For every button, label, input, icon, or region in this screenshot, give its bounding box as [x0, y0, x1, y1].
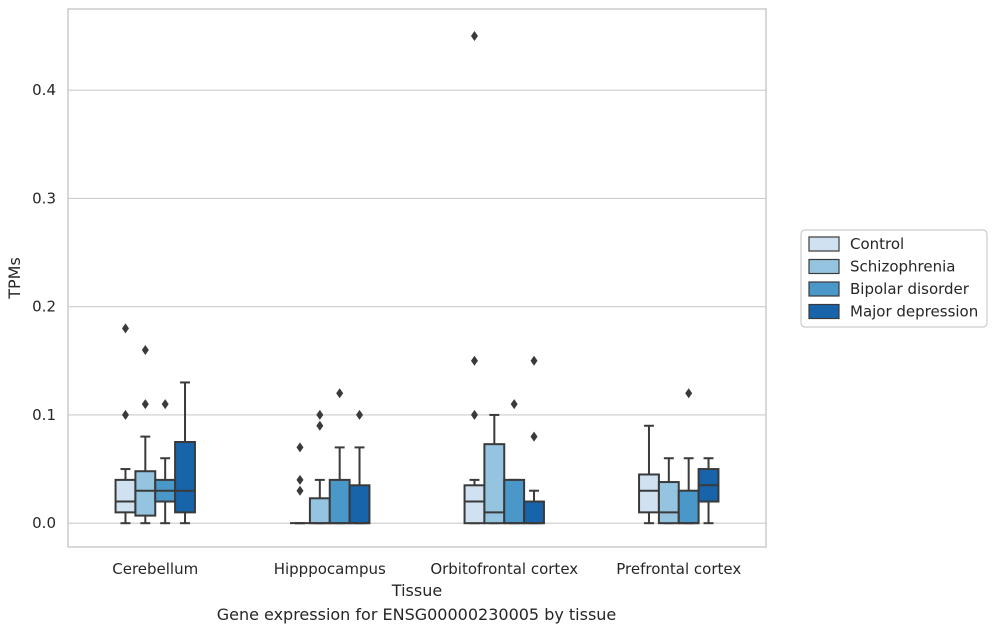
outlier-point — [470, 409, 478, 420]
legend-box — [800, 229, 988, 328]
outlier-point — [530, 355, 538, 366]
box — [638, 473, 660, 514]
outlier-point — [356, 409, 364, 420]
outlier-point — [316, 409, 324, 420]
box — [523, 500, 545, 525]
legend-label: Control — [850, 235, 904, 253]
x-tick-label: Cerebellum — [112, 560, 198, 578]
legend-swatch — [808, 303, 840, 320]
outlier-point — [685, 388, 693, 399]
y-tick-label: 0.4 — [32, 81, 56, 99]
outlier-point — [510, 399, 518, 410]
legend-label: Bipolar disorder — [850, 280, 970, 298]
box — [503, 478, 526, 525]
outlier-point — [470, 31, 478, 42]
legend-swatch — [808, 236, 840, 252]
legend-swatch — [808, 258, 840, 275]
y-tick-label: 0.3 — [32, 189, 56, 207]
y-axis-label: TPMs — [5, 257, 24, 300]
outlier-point — [296, 442, 304, 453]
outlier-point — [336, 388, 344, 399]
outlier-point — [530, 431, 538, 442]
legend-swatch — [808, 281, 840, 297]
outlier-point — [296, 485, 304, 496]
outlier-point — [470, 355, 478, 366]
outlier-point — [296, 474, 304, 485]
box — [308, 497, 331, 525]
figure-caption: Gene expression for ENSG00000230005 by t… — [216, 605, 617, 624]
box — [134, 470, 157, 517]
box — [657, 481, 680, 525]
x-tick-label: Orbitofrontal cortex — [430, 560, 578, 578]
y-tick-label: 0.0 — [32, 514, 56, 532]
x-tick-label: Prefrontal cortex — [616, 560, 741, 578]
y-tick-label: 0.2 — [32, 298, 56, 316]
outlier-point — [121, 409, 129, 420]
legend-label: Major depression — [850, 303, 978, 321]
outlier-point — [141, 399, 149, 410]
box — [677, 489, 700, 525]
x-tick-label: Hipppocampus — [274, 560, 386, 578]
x-axis-label: Tissue — [391, 581, 442, 600]
outlier-point — [121, 323, 129, 334]
box — [328, 478, 351, 525]
box — [463, 484, 486, 525]
box — [174, 440, 196, 514]
box — [348, 484, 371, 525]
outlier-point — [141, 344, 149, 355]
outlier-point — [316, 420, 324, 431]
box — [483, 443, 506, 525]
y-tick-label: 0.1 — [32, 406, 56, 424]
box — [114, 478, 137, 514]
plot-frame — [67, 8, 767, 548]
outlier-point — [161, 399, 169, 410]
legend-label: Schizophrenia — [850, 258, 955, 276]
